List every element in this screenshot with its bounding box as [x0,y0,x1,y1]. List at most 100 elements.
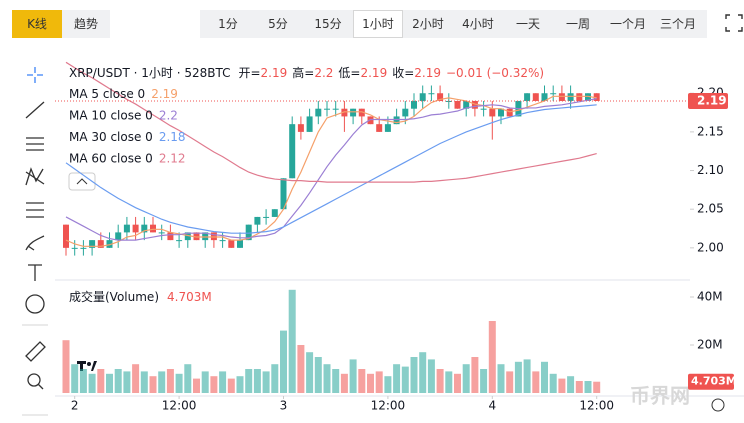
volume-bar [488,321,496,393]
candle-body [289,124,296,179]
collapse-legend-button[interactable] [68,172,96,191]
lines-tool[interactable] [26,137,44,151]
volume-bar [280,330,287,393]
interval-option[interactable]: 一周 [565,17,590,31]
ohlc-value: 2.19 [360,66,387,80]
volume-bar [427,359,435,393]
volume-bar [375,371,383,393]
interval-option[interactable]: 1小时 [353,10,403,38]
candle-body [567,93,574,101]
legend-title-row: XRP/USDT · 1小时 · 528BTC 开=2.19 高=2.2 低=2.19… [69,65,544,80]
ma-name: MA 60 close 0 [69,151,153,165]
candle-body [558,93,565,101]
volume-bar [454,373,461,393]
interval-option[interactable]: 1分 [218,17,238,31]
ma-line [65,98,597,241]
brush-tool[interactable] [25,235,45,251]
interval-option[interactable]: 一个月 [609,17,646,31]
candle-body [271,209,278,217]
candle-body [593,93,600,101]
trendline-tool[interactable] [25,101,45,119]
tab[interactable]: 趋势 [62,10,110,38]
ruler-tool[interactable] [25,341,46,362]
volume-bar [114,369,122,393]
volume-bar [323,364,331,393]
watermark: 币界网 [630,384,690,408]
change: −0.01 (−0.32%) [446,66,544,80]
interval-option[interactable]: 三个月 [659,17,696,31]
candle-body [324,108,330,110]
ohlc-label: 高= [292,65,314,80]
fib-tool[interactable] [26,202,44,218]
text-tool[interactable] [28,264,42,281]
tv-logo [77,361,97,371]
volume-bar [471,357,479,393]
ohlc-value: 2.19 [414,66,441,80]
candle-body [132,224,139,233]
volume-bar [393,364,401,393]
ohlc-value: 2.19 [261,66,288,80]
candle-body [63,224,69,248]
volume-bar [253,369,261,393]
candle-body [419,93,426,101]
candle-body [437,93,444,101]
ma-name: MA 30 close 0 [69,130,153,144]
ma-line [65,104,597,234]
volume-bar [236,376,244,393]
volume-bar [436,369,444,393]
crosshair-tool[interactable] [27,67,43,83]
pattern-tool[interactable] [25,167,45,186]
candle-body [332,108,339,110]
candle-body [167,232,174,241]
candle-body [71,247,78,249]
volume-bar [140,371,148,393]
drawing-tools [22,67,48,416]
x-tick-label: 2 [71,399,79,413]
volume-bar [384,376,392,393]
interval-option[interactable]: 2小时 [412,17,444,31]
candle-body [210,232,217,241]
volume-bar [219,371,227,393]
fullscreen-button[interactable] [725,14,743,32]
tab[interactable]: K线 [12,10,62,38]
ohlc-label: 开= [238,66,260,80]
x-tick-label: 12:00 [579,399,614,413]
volume-bar [480,369,488,393]
volume-bar [462,364,470,393]
volume-bar [367,373,374,393]
volume-name: 成交量(Volume) [69,289,159,304]
y-tick-label: 2.10 [697,163,724,177]
volume-bar [210,376,218,393]
settings-button[interactable] [711,398,725,412]
zoom-tool[interactable] [27,373,41,387]
ma-line [65,61,597,183]
volume-bar [227,378,235,393]
interval-option[interactable]: 一天 [515,17,540,31]
volume-bar [558,378,566,393]
candle-body [80,247,87,249]
volume-bar [201,371,209,393]
candle-body [158,232,165,234]
volume-bar [567,376,575,393]
candle-body [89,240,96,248]
candle-body [202,232,209,241]
ma-legend: MA 5 close 0 2.19 [69,87,178,101]
interval-option[interactable]: 15分 [314,17,342,31]
y-tick-label: 40M [697,290,723,304]
candle-body [393,116,400,125]
interval-option[interactable]: 4小时 [462,17,494,31]
volume-bar [410,357,418,393]
volume-bar [445,371,453,393]
ohlc-label: 低= [338,66,360,80]
candle-body [123,224,130,233]
interval-option[interactable]: 5分 [268,17,288,31]
emoji-tool[interactable] [25,294,45,314]
candle-body [532,93,539,101]
volume-bar [401,366,409,393]
candle-body [454,100,461,109]
candle-body [471,100,478,109]
volume-bar [506,371,514,393]
volume-bar [262,371,270,393]
price-tag-label: 2.19 [697,93,727,107]
